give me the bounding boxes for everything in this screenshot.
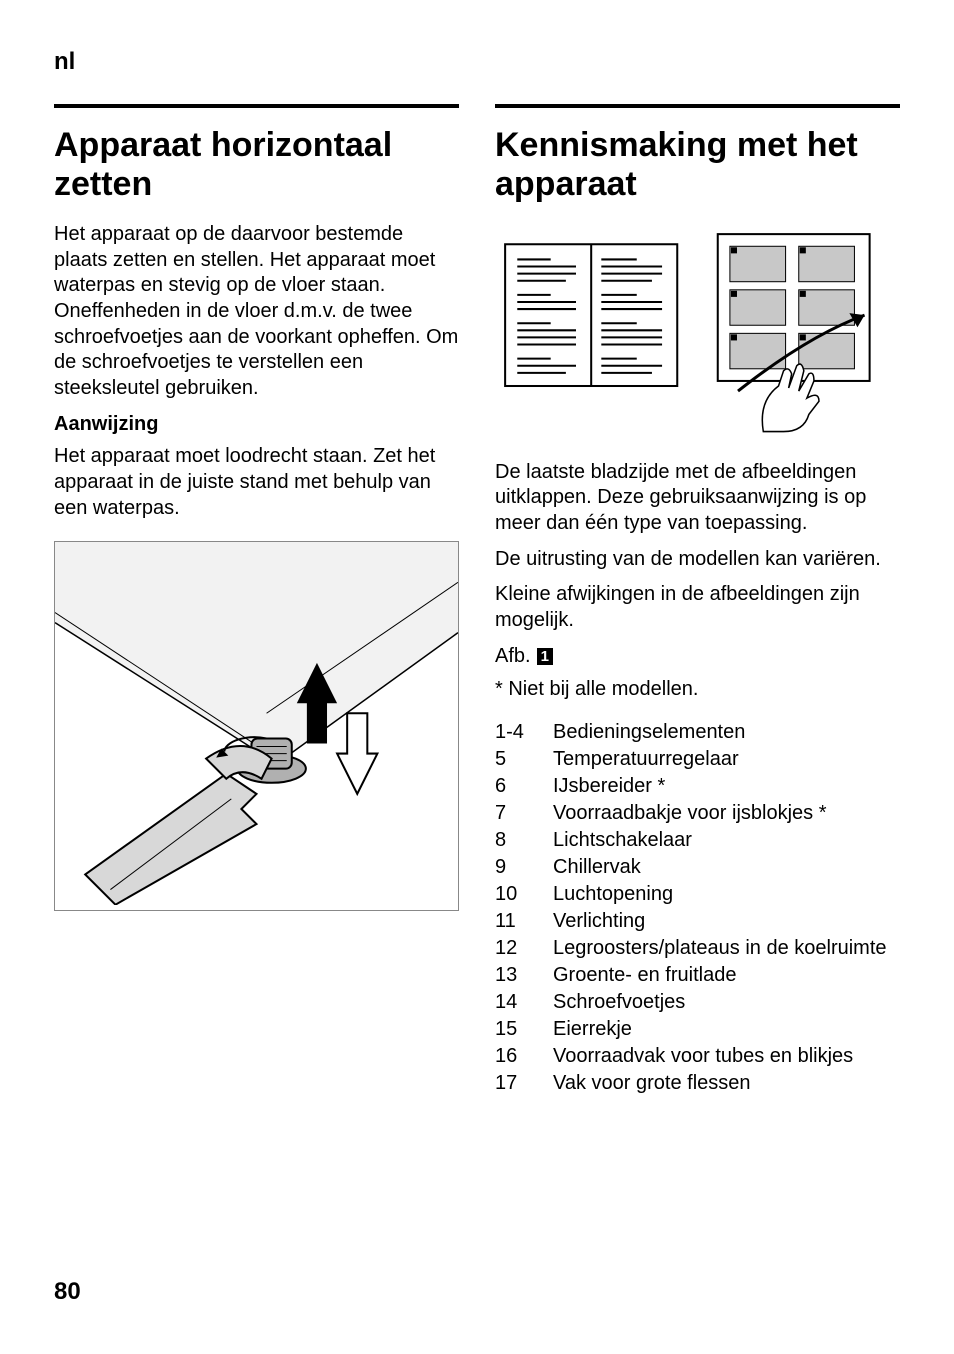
right-para-2: De uitrusting van de modellen kan variër… xyxy=(495,547,900,573)
left-heading: Apparaat horizontaal zetten xyxy=(54,126,459,204)
parts-label: Lichtschakelaar xyxy=(553,827,900,854)
parts-number: 1-4 xyxy=(495,719,553,746)
parts-row: 11Verlichting xyxy=(495,908,900,935)
parts-list: 1-4Bedieningselementen5Temperatuurregela… xyxy=(495,719,900,1097)
leveling-figure xyxy=(54,541,459,911)
parts-number: 9 xyxy=(495,854,553,881)
parts-number: 8 xyxy=(495,827,553,854)
section-rule xyxy=(495,104,900,108)
left-para-1: Het apparaat op de daarvoor bestemde pla… xyxy=(54,222,459,401)
parts-number: 15 xyxy=(495,1016,553,1043)
parts-number: 14 xyxy=(495,989,553,1016)
parts-label: Legroosters/plateaus in de koelruimte xyxy=(553,935,900,962)
booklet-svg xyxy=(495,224,900,437)
parts-number: 13 xyxy=(495,962,553,989)
parts-row: 12Legroosters/plateaus in de koelruimte xyxy=(495,935,900,962)
parts-label: IJsbereider * xyxy=(553,773,900,800)
parts-row: 16Voorraadvak voor tubes en blikjes xyxy=(495,1043,900,1070)
parts-row: 9Chillervak xyxy=(495,854,900,881)
parts-row: 14Schroefvoetjes xyxy=(495,989,900,1016)
parts-label: Luchtopening xyxy=(553,881,900,908)
parts-label: Voorraadvak voor tubes en blikjes xyxy=(553,1043,900,1070)
language-code: nl xyxy=(54,48,900,76)
left-column: Apparaat horizontaal zetten Het apparaat… xyxy=(54,104,459,1097)
parts-number: 7 xyxy=(495,800,553,827)
parts-label: Voorraadbakje voor ijsblokjes * xyxy=(553,800,900,827)
parts-label: Verlichting xyxy=(553,908,900,935)
parts-number: 6 xyxy=(495,773,553,800)
parts-row: 5Temperatuurregelaar xyxy=(495,746,900,773)
parts-row: 13Groente- en fruitlade xyxy=(495,962,900,989)
right-para-3: Kleine afwijkingen in de afbeeldingen zi… xyxy=(495,582,900,633)
afb-number-badge: 1 xyxy=(537,648,553,665)
footnote: * Niet bij alle modellen. xyxy=(495,678,900,701)
parts-number: 10 xyxy=(495,881,553,908)
parts-row: 17Vak voor grote flessen xyxy=(495,1070,900,1097)
parts-row: 15Eierrekje xyxy=(495,1016,900,1043)
left-subhead: Aanwijzing xyxy=(54,413,459,436)
parts-number: 12 xyxy=(495,935,553,962)
parts-row: 7Voorraadbakje voor ijsblokjes * xyxy=(495,800,900,827)
parts-row: 8Lichtschakelaar xyxy=(495,827,900,854)
parts-label: Temperatuurregelaar xyxy=(553,746,900,773)
parts-number: 17 xyxy=(495,1070,553,1097)
parts-row: 1-4Bedieningselementen xyxy=(495,719,900,746)
figure-reference: Afb. 1 xyxy=(495,645,900,668)
right-heading: Kennismaking met het apparaat xyxy=(495,126,900,204)
page-number: 80 xyxy=(54,1278,81,1306)
section-rule xyxy=(54,104,459,108)
right-para-1: De laatste bladzijde met de afbeeldingen… xyxy=(495,460,900,537)
parts-row: 10Luchtopening xyxy=(495,881,900,908)
wrench-icon xyxy=(85,746,271,905)
parts-label: Groente- en fruitlade xyxy=(553,962,900,989)
arrow-down-icon xyxy=(337,713,377,794)
leveling-svg xyxy=(55,542,458,905)
parts-label: Bedieningselementen xyxy=(553,719,900,746)
parts-number: 16 xyxy=(495,1043,553,1070)
left-para-2: Het apparaat moet loodrecht staan. Zet h… xyxy=(54,444,459,521)
parts-row: 6IJsbereider * xyxy=(495,773,900,800)
parts-number: 5 xyxy=(495,746,553,773)
parts-number: 11 xyxy=(495,908,553,935)
parts-label: Eierrekje xyxy=(553,1016,900,1043)
parts-label: Vak voor grote flessen xyxy=(553,1070,900,1097)
booklet-figure xyxy=(495,224,900,442)
parts-label: Chillervak xyxy=(553,854,900,881)
content-columns: Apparaat horizontaal zetten Het apparaat… xyxy=(54,104,900,1097)
right-column: Kennismaking met het apparaat xyxy=(495,104,900,1097)
parts-label: Schroefvoetjes xyxy=(553,989,900,1016)
afb-label: Afb. xyxy=(495,645,531,668)
